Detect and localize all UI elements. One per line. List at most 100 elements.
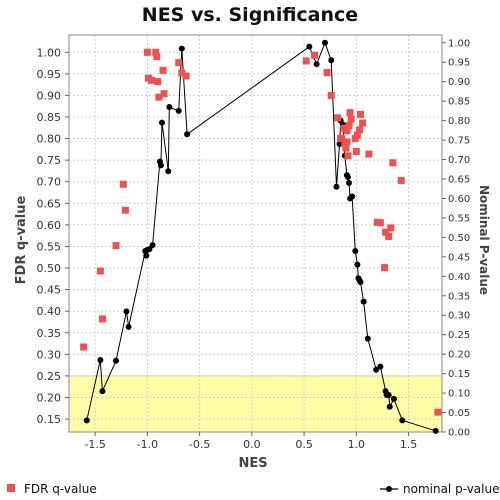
fdr-point <box>434 408 442 416</box>
p-value-point <box>377 363 384 370</box>
right-tick-label: 0.45 <box>448 252 470 263</box>
right-tick-label: 0.00 <box>448 428 470 439</box>
right-tick-label: 0.50 <box>448 233 470 244</box>
fdr-point <box>121 206 129 214</box>
p-value-point <box>113 357 120 364</box>
left-tick-label: 0.75 <box>37 154 62 167</box>
right-tick-label: 0.15 <box>448 369 470 380</box>
p-value-point <box>321 39 328 46</box>
p-value-point <box>184 131 191 138</box>
right-tick-label: 0.55 <box>448 213 470 224</box>
x-tick-label: 0.5 <box>295 438 313 451</box>
p-value-point <box>99 388 106 395</box>
p-value-point <box>386 403 393 410</box>
fdr-point <box>359 119 367 127</box>
fdr-point <box>160 90 168 98</box>
fdr-point <box>344 152 352 160</box>
right-tick-label: 0.40 <box>448 272 470 283</box>
left-tick-label: 0.55 <box>37 240 62 253</box>
p-value-point <box>354 261 361 268</box>
p-value-point <box>97 356 104 363</box>
p-value-point <box>346 179 353 186</box>
p-value-point <box>373 366 380 373</box>
p-value-point <box>432 427 439 434</box>
right-tick-label: 0.75 <box>448 136 470 147</box>
left-tick-label: 0.65 <box>37 197 62 210</box>
x-axis-title: NES <box>238 456 267 471</box>
fdr-point <box>343 138 351 146</box>
fdr-point <box>353 131 361 139</box>
left-tick-label: 0.95 <box>37 68 62 81</box>
fdr-point <box>334 114 342 122</box>
p-value-point <box>125 323 132 330</box>
plot-frame <box>68 34 443 433</box>
p-value-point <box>149 242 156 249</box>
p-value-point <box>385 392 392 399</box>
right-tick-label: 0.85 <box>448 97 470 108</box>
chart-title: NES vs. Significance <box>142 4 358 26</box>
p-value-point <box>175 107 182 114</box>
fdr-point <box>327 91 335 99</box>
x-axis-ticks: -1.5 -1.0 -0.5 0.0 0.5 1.0 1.5 <box>84 432 417 451</box>
p-value-point <box>313 61 320 68</box>
p-value-point <box>165 168 172 175</box>
p-value-point <box>143 252 150 259</box>
right-tick-label: 0.95 <box>448 58 470 69</box>
fdr-point <box>311 51 319 59</box>
x-tick-label: -1.0 <box>137 438 158 451</box>
right-axis-title: Nominal P-value <box>477 185 491 295</box>
fdr-point <box>302 57 310 65</box>
p-value-point <box>390 395 397 402</box>
p-value-point <box>344 174 351 181</box>
fdr-point <box>382 228 390 236</box>
fdr-point <box>345 122 353 130</box>
right-tick-label: 0.30 <box>448 311 470 322</box>
fdr-point <box>119 180 127 188</box>
fdr-point <box>323 69 331 77</box>
fdr-point <box>357 110 365 118</box>
left-tick-label: 0.60 <box>37 219 62 232</box>
fdr-point <box>148 76 156 84</box>
right-tick-label: 0.65 <box>448 175 470 186</box>
fdr-point <box>397 176 405 184</box>
legend: FDR q-value nominal p-value <box>7 482 499 496</box>
x-tick-label: 0.0 <box>243 438 261 451</box>
fdr-point <box>342 144 350 152</box>
fdr-point <box>347 115 355 123</box>
p-value-point <box>123 308 130 315</box>
left-tick-label: 0.85 <box>37 111 62 124</box>
p-value-point <box>336 140 343 147</box>
right-tick-label: 0.90 <box>448 77 470 88</box>
fdr-point <box>343 127 351 135</box>
p-value-point <box>158 119 165 126</box>
p-value-point <box>360 298 367 305</box>
fdr-point <box>154 78 162 86</box>
left-tick-label: 0.40 <box>37 305 62 318</box>
p-value-point <box>306 43 313 50</box>
p-value-point <box>157 162 164 169</box>
p-value-point <box>83 417 90 424</box>
fdr-point <box>155 93 163 101</box>
right-tick-label: 0.60 <box>448 194 470 205</box>
fdr-point <box>389 159 397 167</box>
left-tick-label: 0.25 <box>37 370 62 383</box>
fdr-point <box>152 48 160 56</box>
left-axis-ticks: 0.15 0.20 0.25 0.30 0.35 0.40 0.45 0.50 0.55 0.60… <box>37 46 69 426</box>
fdr-point <box>346 109 354 117</box>
legend-fdr-marker <box>7 484 15 492</box>
left-tick-label: 0.30 <box>37 348 62 361</box>
fdr-point <box>182 72 190 80</box>
fdr-point <box>96 267 104 275</box>
legend-pvalue-label: nominal p-value <box>403 482 499 496</box>
right-tick-label: 0.35 <box>448 291 470 302</box>
legend-pvalue-marker <box>386 486 392 492</box>
right-tick-label: 0.10 <box>448 389 470 400</box>
left-tick-label: 0.15 <box>37 413 62 426</box>
fdr-point <box>381 264 389 272</box>
left-tick-label: 0.20 <box>37 391 62 404</box>
p-value-point <box>357 279 364 286</box>
fdr-point <box>376 219 384 227</box>
right-tick-label: 0.80 <box>448 116 470 127</box>
left-tick-label: 0.50 <box>37 262 62 275</box>
p-value-point <box>364 335 371 342</box>
